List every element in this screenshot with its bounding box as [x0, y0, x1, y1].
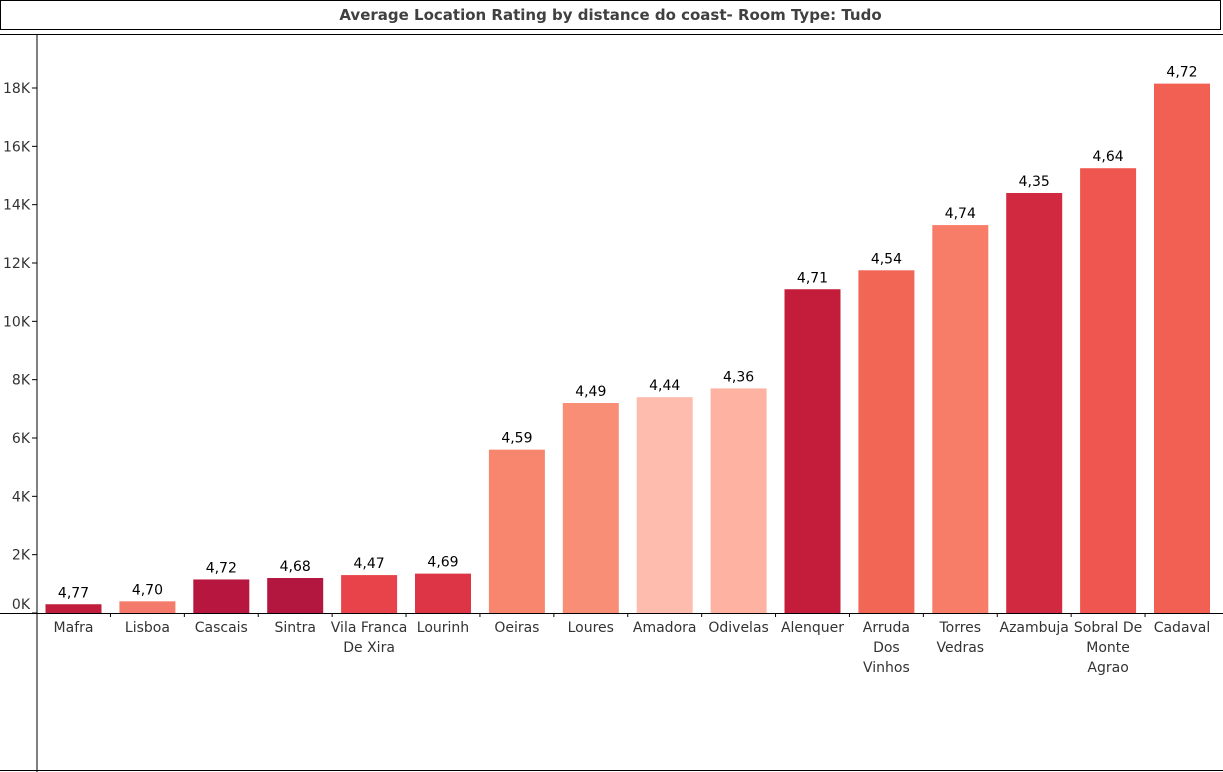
- bar[interactable]: [267, 578, 324, 613]
- data-label: 4,54: [871, 251, 902, 267]
- data-label: 4,49: [575, 384, 606, 400]
- bar[interactable]: [193, 579, 250, 613]
- category-label: Lisboa: [125, 620, 170, 636]
- bar[interactable]: [415, 573, 471, 613]
- data-label: 4,69: [427, 555, 458, 571]
- category-label: Dos: [873, 640, 900, 656]
- y-tick-label: 6K: [12, 431, 31, 447]
- bar[interactable]: [932, 225, 989, 614]
- category-label: Alenquer: [781, 620, 844, 636]
- category-label: Vinhos: [863, 660, 910, 676]
- chart-title: Average Location Rating by distance do c…: [339, 6, 882, 24]
- data-label: 4,44: [649, 378, 680, 394]
- category-label: Sobral De: [1074, 620, 1142, 636]
- bars: [45, 83, 1210, 614]
- category-label: Oeiras: [494, 620, 539, 636]
- bar[interactable]: [858, 270, 915, 613]
- data-label: 4,70: [132, 582, 163, 598]
- data-label: 4,64: [1093, 149, 1124, 165]
- y-tick-label: 14K: [3, 198, 31, 214]
- bar[interactable]: [119, 601, 176, 613]
- y-tick-label: 2K: [12, 548, 31, 564]
- category-label: Amadora: [633, 620, 697, 636]
- labels: 4,77 Mafra 4,70 Lisboa 4,72 Cascais 4,68 Sintra…: [54, 65, 1211, 676]
- data-label: 4,72: [206, 560, 237, 576]
- category-label: Loures: [568, 620, 614, 636]
- bar[interactable]: [710, 388, 767, 613]
- y-tick-label: 16K: [3, 139, 31, 155]
- bar[interactable]: [341, 575, 398, 613]
- bar[interactable]: [1006, 193, 1063, 613]
- y-tick-label: 12K: [3, 256, 31, 272]
- data-label: 4,71: [797, 270, 828, 286]
- data-label: 4,77: [58, 585, 89, 601]
- y-tick-label: 8K: [12, 373, 31, 389]
- category-label: Monte: [1086, 640, 1130, 656]
- category-label: Odivelas: [708, 620, 768, 636]
- category-label: Agrao: [1087, 660, 1128, 676]
- bar[interactable]: [562, 403, 619, 613]
- data-label: 4,47: [354, 556, 385, 572]
- data-label: 4,59: [501, 431, 532, 447]
- y-tick-label: 18K: [3, 81, 31, 97]
- category-label: Cascais: [195, 620, 248, 636]
- category-label: Mafra: [54, 620, 94, 636]
- chart-frame: 0K 2K 4K 6K 8K 10K 12K 14K 16K 18K 4,77 Mafra 4,70 L…: [0, 34, 1223, 772]
- data-label: 4,68: [280, 559, 311, 575]
- bar[interactable]: [488, 449, 545, 613]
- data-label: 4,74: [945, 206, 976, 222]
- y-tick-label: 0K: [12, 597, 31, 613]
- data-label: 4,36: [723, 369, 754, 385]
- category-label: De Xira: [343, 640, 395, 656]
- data-label: 4,35: [1019, 174, 1050, 190]
- data-label: 4,72: [1166, 65, 1197, 81]
- category-label: Vila Franca: [331, 620, 408, 636]
- bar-chart: 0K 2K 4K 6K 8K 10K 12K 14K 16K 18K 4,77 Mafra 4,70 L…: [0, 35, 1223, 772]
- category-label: Sintra: [274, 620, 315, 636]
- bar[interactable]: [636, 397, 693, 613]
- bar[interactable]: [784, 289, 841, 613]
- y-tick-label: 10K: [3, 314, 31, 330]
- bar[interactable]: [45, 604, 102, 613]
- category-label: Cadaval: [1154, 620, 1211, 636]
- category-label: Vedras: [936, 640, 984, 656]
- axes: 0K 2K 4K 6K 8K 10K 12K 14K 16K 18K: [0, 35, 1223, 772]
- category-label: Arruda: [863, 620, 910, 636]
- category-label: Azambuja: [1000, 620, 1069, 636]
- chart-title-box: Average Location Rating by distance do c…: [0, 0, 1221, 30]
- bar[interactable]: [1154, 83, 1210, 613]
- category-label: Torres: [938, 620, 981, 636]
- bar[interactable]: [1080, 168, 1137, 614]
- y-tick-label: 4K: [12, 489, 31, 505]
- category-label: Lourinh: [417, 620, 469, 636]
